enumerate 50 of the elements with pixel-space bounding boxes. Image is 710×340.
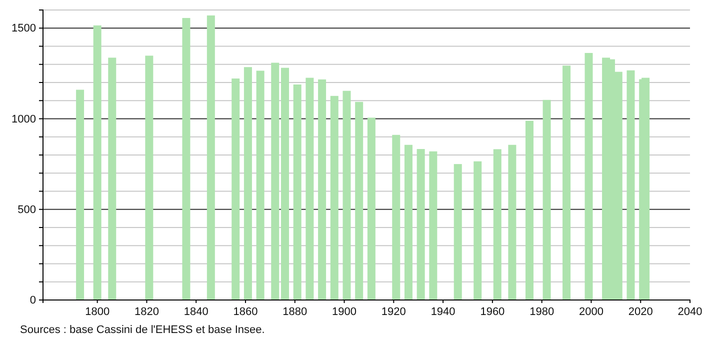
x-tick-label: 1840 [184, 306, 208, 318]
x-tick-label: 1940 [430, 306, 456, 318]
x-tick-label: 1860 [233, 306, 258, 318]
x-tick-label: 1800 [85, 306, 110, 318]
x-tick-label: 1900 [332, 306, 357, 318]
bar [306, 78, 314, 300]
bar [206, 15, 215, 300]
x-tick-label: 1960 [480, 306, 505, 318]
x-tick-label: 1980 [530, 306, 554, 318]
x-tick-label: 2020 [628, 306, 653, 318]
x-tick-label: 2040 [678, 306, 702, 318]
bar [367, 118, 376, 300]
bar [76, 90, 84, 300]
bar [562, 66, 571, 300]
bar [454, 164, 462, 300]
bar [525, 120, 534, 300]
bar [330, 96, 338, 300]
bar [244, 67, 252, 300]
bar [318, 79, 326, 300]
bar [232, 78, 240, 300]
bar [93, 25, 102, 300]
y-tick-label: 500 [18, 204, 36, 216]
bar [542, 100, 551, 300]
bar [281, 68, 290, 300]
bar [416, 149, 425, 300]
bar [293, 84, 302, 300]
source-note: Sources : base Cassini de l'EHESS et base Insee. [20, 324, 265, 336]
y-tick-label: 1000 [12, 113, 36, 126]
bar [474, 161, 482, 300]
y-tick-label: 0 [30, 294, 36, 307]
bar [108, 58, 116, 300]
bar [626, 70, 635, 300]
bar [584, 52, 593, 300]
bar [404, 144, 412, 300]
x-tick-label: 1820 [134, 306, 159, 318]
x-tick-label: 1920 [381, 306, 406, 318]
bar [271, 62, 280, 300]
bar [182, 18, 190, 300]
bar [342, 90, 351, 300]
bar [508, 144, 516, 300]
bar [256, 70, 264, 300]
x-tick-label: 1880 [282, 306, 308, 318]
bar [429, 151, 438, 300]
bar [493, 149, 502, 300]
x-tick-label: 2000 [578, 306, 604, 318]
bar [355, 102, 364, 300]
bar [642, 78, 650, 300]
bar [145, 56, 154, 300]
bar [392, 134, 400, 300]
y-tick-label: 1500 [12, 22, 36, 35]
